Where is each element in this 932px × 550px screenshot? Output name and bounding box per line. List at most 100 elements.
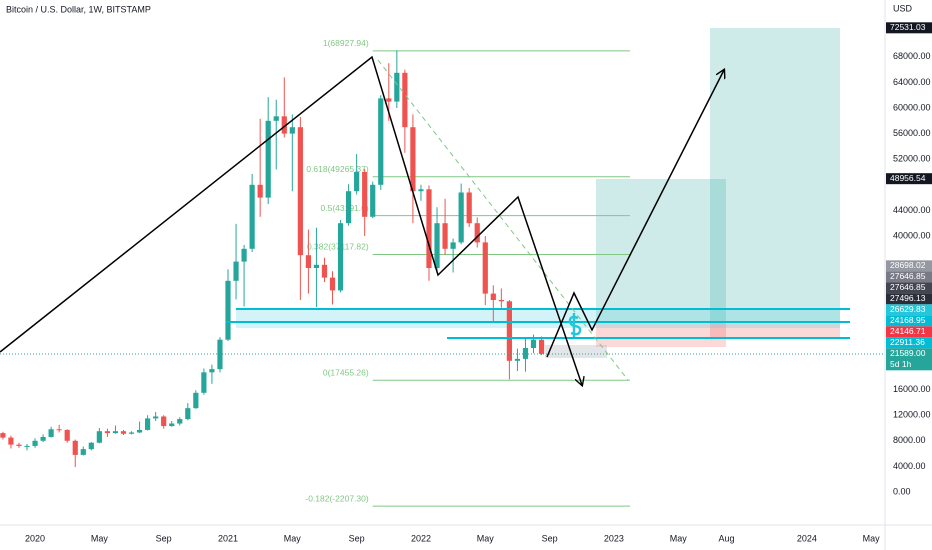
candle-body	[96, 431, 102, 443]
drawings	[0, 55, 885, 385]
candle-body	[370, 184, 376, 217]
y-tick-label: 52000.00	[893, 154, 931, 164]
y-tick-label: 8000.00	[893, 435, 926, 445]
x-tick-label: May	[670, 533, 688, 543]
chart-title: Bitcoin / U.S. Dollar, 1W, BITSTAMP	[6, 4, 151, 14]
price-tag	[886, 348, 932, 371]
candle-body	[249, 184, 255, 249]
y-tick-label: 64000.00	[893, 77, 931, 87]
price-tag	[886, 337, 932, 349]
candle-body	[136, 429, 143, 433]
candle-body	[241, 248, 247, 262]
candle-body	[482, 242, 488, 294]
candle-body	[362, 172, 368, 217]
candle-body	[120, 431, 127, 434]
price-tag-label: 24146.71	[890, 326, 926, 336]
long-stop-zone	[596, 322, 726, 347]
fib-label: 0.618(49265.37)	[306, 164, 369, 174]
candle-body	[24, 445, 30, 447]
y-tick-label: 60000.00	[893, 102, 931, 112]
candle-body	[450, 242, 456, 249]
countdown-label: 5d 1h	[890, 359, 912, 369]
axis-unit: USD	[893, 3, 913, 13]
support-band	[236, 309, 840, 328]
candle-body	[185, 408, 191, 420]
y-tick-label: 4000.00	[893, 461, 926, 471]
x-tick-label: May	[863, 533, 881, 543]
candle-body	[402, 72, 408, 128]
candle-body	[209, 369, 215, 373]
candle-body	[8, 437, 14, 445]
candle-body	[474, 223, 480, 243]
long-stop-zone	[710, 322, 840, 338]
candle-body	[153, 416, 159, 419]
projection-path	[0, 55, 582, 385]
x-tick-label: May	[284, 533, 302, 543]
candle-body	[289, 127, 295, 134]
candle-body	[313, 264, 320, 269]
x-tick-label: 2024	[797, 533, 817, 543]
candle-body	[442, 223, 448, 249]
candle-body	[257, 184, 263, 198]
candle-body	[64, 429, 70, 441]
fib-label: 1(68927.94)	[323, 38, 369, 48]
price-tag	[886, 260, 932, 272]
candle-body	[354, 172, 360, 192]
y-tick-label: 44000.00	[893, 205, 931, 215]
candle-body	[104, 431, 111, 434]
y-tick-label: 0.00	[893, 486, 911, 496]
candle-body	[321, 264, 328, 278]
long-target-zone	[710, 28, 840, 322]
x-tick-label: 2023	[604, 533, 624, 543]
candle-body	[458, 192, 464, 243]
candle-body	[394, 72, 400, 102]
long-target-zone	[596, 179, 726, 322]
price-tag-label: 28698.02	[890, 260, 926, 270]
price-tag	[886, 293, 932, 305]
candle-body	[225, 280, 231, 340]
price-tag	[886, 315, 932, 327]
price-tag	[886, 173, 932, 185]
x-tick-label: Sep	[542, 533, 558, 543]
candle-body	[80, 449, 86, 455]
candle-body	[538, 339, 545, 354]
price-tag-label: 27496.13	[890, 293, 926, 303]
candle-body	[281, 116, 287, 134]
y-tick-label: 40000.00	[893, 230, 931, 240]
x-tick-label: May	[477, 533, 495, 543]
candle-body	[0, 433, 6, 438]
candle-body	[434, 223, 440, 269]
y-tick-label: 56000.00	[893, 128, 931, 138]
candle-body	[112, 431, 119, 434]
fib-label: -0.182(-2207.30)	[305, 493, 368, 503]
candle-body	[201, 372, 207, 393]
x-tick-label: 2021	[218, 533, 238, 543]
candle-body	[329, 277, 336, 291]
fib-label: 0.5(43191.6)	[321, 203, 369, 213]
dollar-icon	[568, 313, 582, 337]
candle-body	[378, 98, 384, 185]
candle-body	[177, 419, 183, 424]
candle-body	[466, 192, 472, 224]
position-boxes	[236, 28, 840, 358]
candle-body	[16, 444, 22, 446]
candle-body	[514, 358, 521, 361]
candle-body	[506, 301, 512, 361]
price-tag	[886, 22, 932, 34]
price-tag-label: 72531.03	[890, 22, 926, 32]
candle-body	[498, 300, 504, 302]
candle-body	[426, 189, 432, 269]
price-tag-label: 48956.54	[890, 173, 926, 183]
x-tick-label: 2020	[25, 533, 45, 543]
y-tick-label: 16000.00	[893, 384, 931, 394]
candle-body	[305, 255, 311, 269]
price-tag-label: 21589.00	[890, 348, 926, 358]
candle-body	[145, 418, 151, 430]
candle-body	[128, 432, 135, 434]
x-tick-label: Sep	[349, 533, 365, 543]
candle-body	[265, 120, 271, 198]
candle-body	[32, 440, 38, 446]
range-box	[545, 345, 607, 358]
candle-body	[40, 436, 46, 441]
